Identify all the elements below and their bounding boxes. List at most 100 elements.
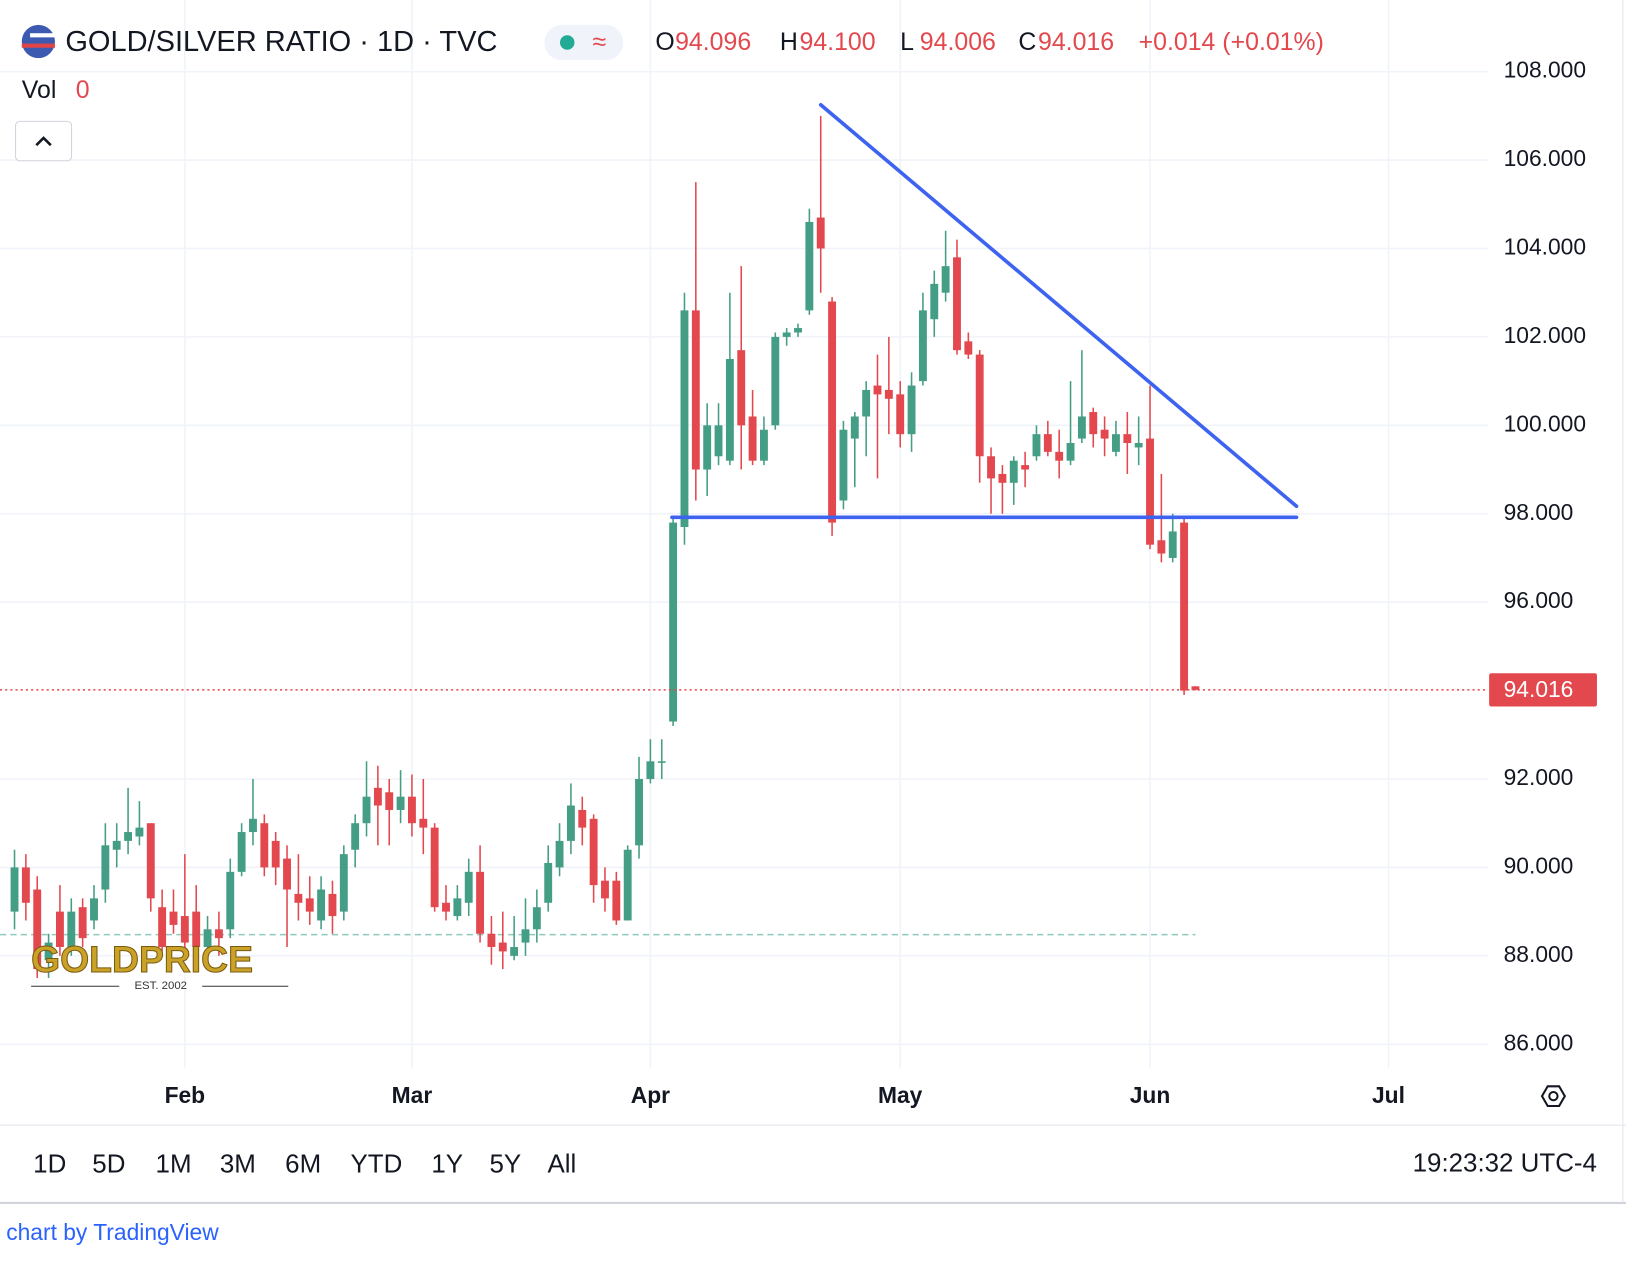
price-label-box: [1489, 673, 1597, 707]
candle-body: [135, 827, 144, 837]
candle-body: [930, 283, 939, 320]
candle-body: [101, 845, 110, 890]
candle-body: [907, 385, 916, 435]
candle-body: [44, 942, 53, 961]
status-dot: [559, 35, 575, 50]
ohlc-key: L: [900, 28, 914, 56]
candle-body: [305, 898, 314, 912]
candle-body: [1021, 465, 1030, 470]
candle-body: [1089, 412, 1098, 435]
candle-body: [237, 832, 246, 872]
candle-body: [896, 394, 905, 435]
ohlc-key: C: [1018, 28, 1036, 56]
candle-body: [918, 310, 927, 382]
candle-body: [941, 266, 950, 293]
y-tick-label: 104.000: [1504, 234, 1586, 260]
candle-body: [691, 310, 700, 470]
candle-body: [873, 385, 882, 395]
x-tick-label: Mar: [392, 1082, 433, 1108]
candle-body: [430, 827, 439, 908]
candle-body: [1112, 434, 1120, 452]
flag-stripe: [21, 43, 55, 48]
candle-body: [1191, 686, 1200, 690]
price-label: 94.016: [1504, 676, 1574, 702]
range-button[interactable]: All: [548, 1150, 577, 1178]
candle-body: [487, 933, 496, 947]
trendline: [818, 102, 1299, 509]
candle-body: [112, 840, 121, 850]
attribution[interactable]: chart by TradingView: [6, 1219, 219, 1245]
candle-body: [498, 942, 507, 952]
clock: 19:23:32 UTC-4: [1413, 1149, 1597, 1177]
candle-body: [805, 221, 814, 311]
candle-body: [1100, 429, 1109, 439]
y-tick-label: 88.000: [1504, 941, 1574, 967]
flag-icon: [21, 24, 55, 59]
range-button[interactable]: 1M: [156, 1150, 192, 1178]
candle-body: [1066, 443, 1075, 461]
ohlc-value: 94.096: [675, 28, 751, 56]
candle-body: [260, 823, 269, 868]
watermark-sub: EST. 2002: [134, 980, 187, 992]
candle-body: [1055, 451, 1064, 461]
candle-body: [180, 916, 189, 943]
candle-body: [408, 796, 416, 824]
candle-body: [453, 898, 462, 917]
candle-body: [669, 522, 678, 722]
candle-body: [544, 862, 553, 903]
range-button[interactable]: YTD: [351, 1150, 403, 1178]
range-button[interactable]: 1Y: [431, 1150, 463, 1178]
candle-body: [737, 350, 746, 426]
ohlc-value: 94.006: [920, 28, 996, 56]
candle-body: [158, 907, 167, 947]
candle-body: [1077, 416, 1086, 439]
collapse-button[interactable]: [15, 120, 73, 162]
candle-body: [953, 257, 961, 351]
range-button[interactable]: 3M: [220, 1150, 256, 1178]
candle-body: [623, 849, 632, 921]
candle-body: [385, 792, 394, 810]
candle-body: [328, 893, 337, 917]
candle-body: [510, 946, 519, 956]
candle-body: [10, 867, 19, 912]
status-pill[interactable]: [544, 24, 624, 61]
y-tick-label: 100.000: [1504, 410, 1586, 436]
flag-stripe: [30, 33, 55, 38]
candle-body: [1157, 540, 1166, 554]
candle-body: [657, 761, 666, 763]
candle-body: [317, 889, 326, 921]
candle-body: [169, 911, 178, 925]
range-button[interactable]: 6M: [285, 1150, 321, 1178]
range-button[interactable]: 5Y: [489, 1150, 521, 1178]
candle-body: [464, 871, 473, 903]
x-tick-label: Apr: [631, 1082, 670, 1108]
candle-body: [396, 796, 405, 810]
settings-icon-center: [1548, 1090, 1559, 1102]
candle-body: [816, 217, 825, 249]
candle-body: [589, 818, 598, 886]
candle-body: [578, 809, 587, 828]
candle-body: [33, 889, 42, 970]
candle-body: [1146, 438, 1154, 545]
candle-body: [1180, 522, 1189, 691]
y-tick-label: 92.000: [1504, 764, 1574, 790]
candle-body: [124, 832, 133, 841]
candle-body: [1134, 443, 1143, 448]
range-button[interactable]: 5D: [92, 1150, 125, 1178]
candle-body: [1168, 531, 1177, 558]
candle-body: [214, 929, 223, 939]
candle-body: [884, 389, 893, 399]
ohlc-value: 94.016: [1038, 28, 1114, 56]
symbol-title: GOLD/SILVER RATIO · 1D · TVC: [65, 26, 497, 58]
range-button[interactable]: 1D: [33, 1150, 66, 1178]
candle-body: [555, 840, 564, 868]
candle-body: [476, 871, 485, 934]
candle-body: [249, 818, 257, 833]
settings-icon[interactable]: [1540, 1085, 1567, 1108]
candle-body: [271, 840, 280, 868]
candle-body: [612, 880, 621, 921]
candle-body: [987, 456, 995, 479]
candle-body: [975, 354, 984, 457]
candle-body: [646, 761, 655, 779]
